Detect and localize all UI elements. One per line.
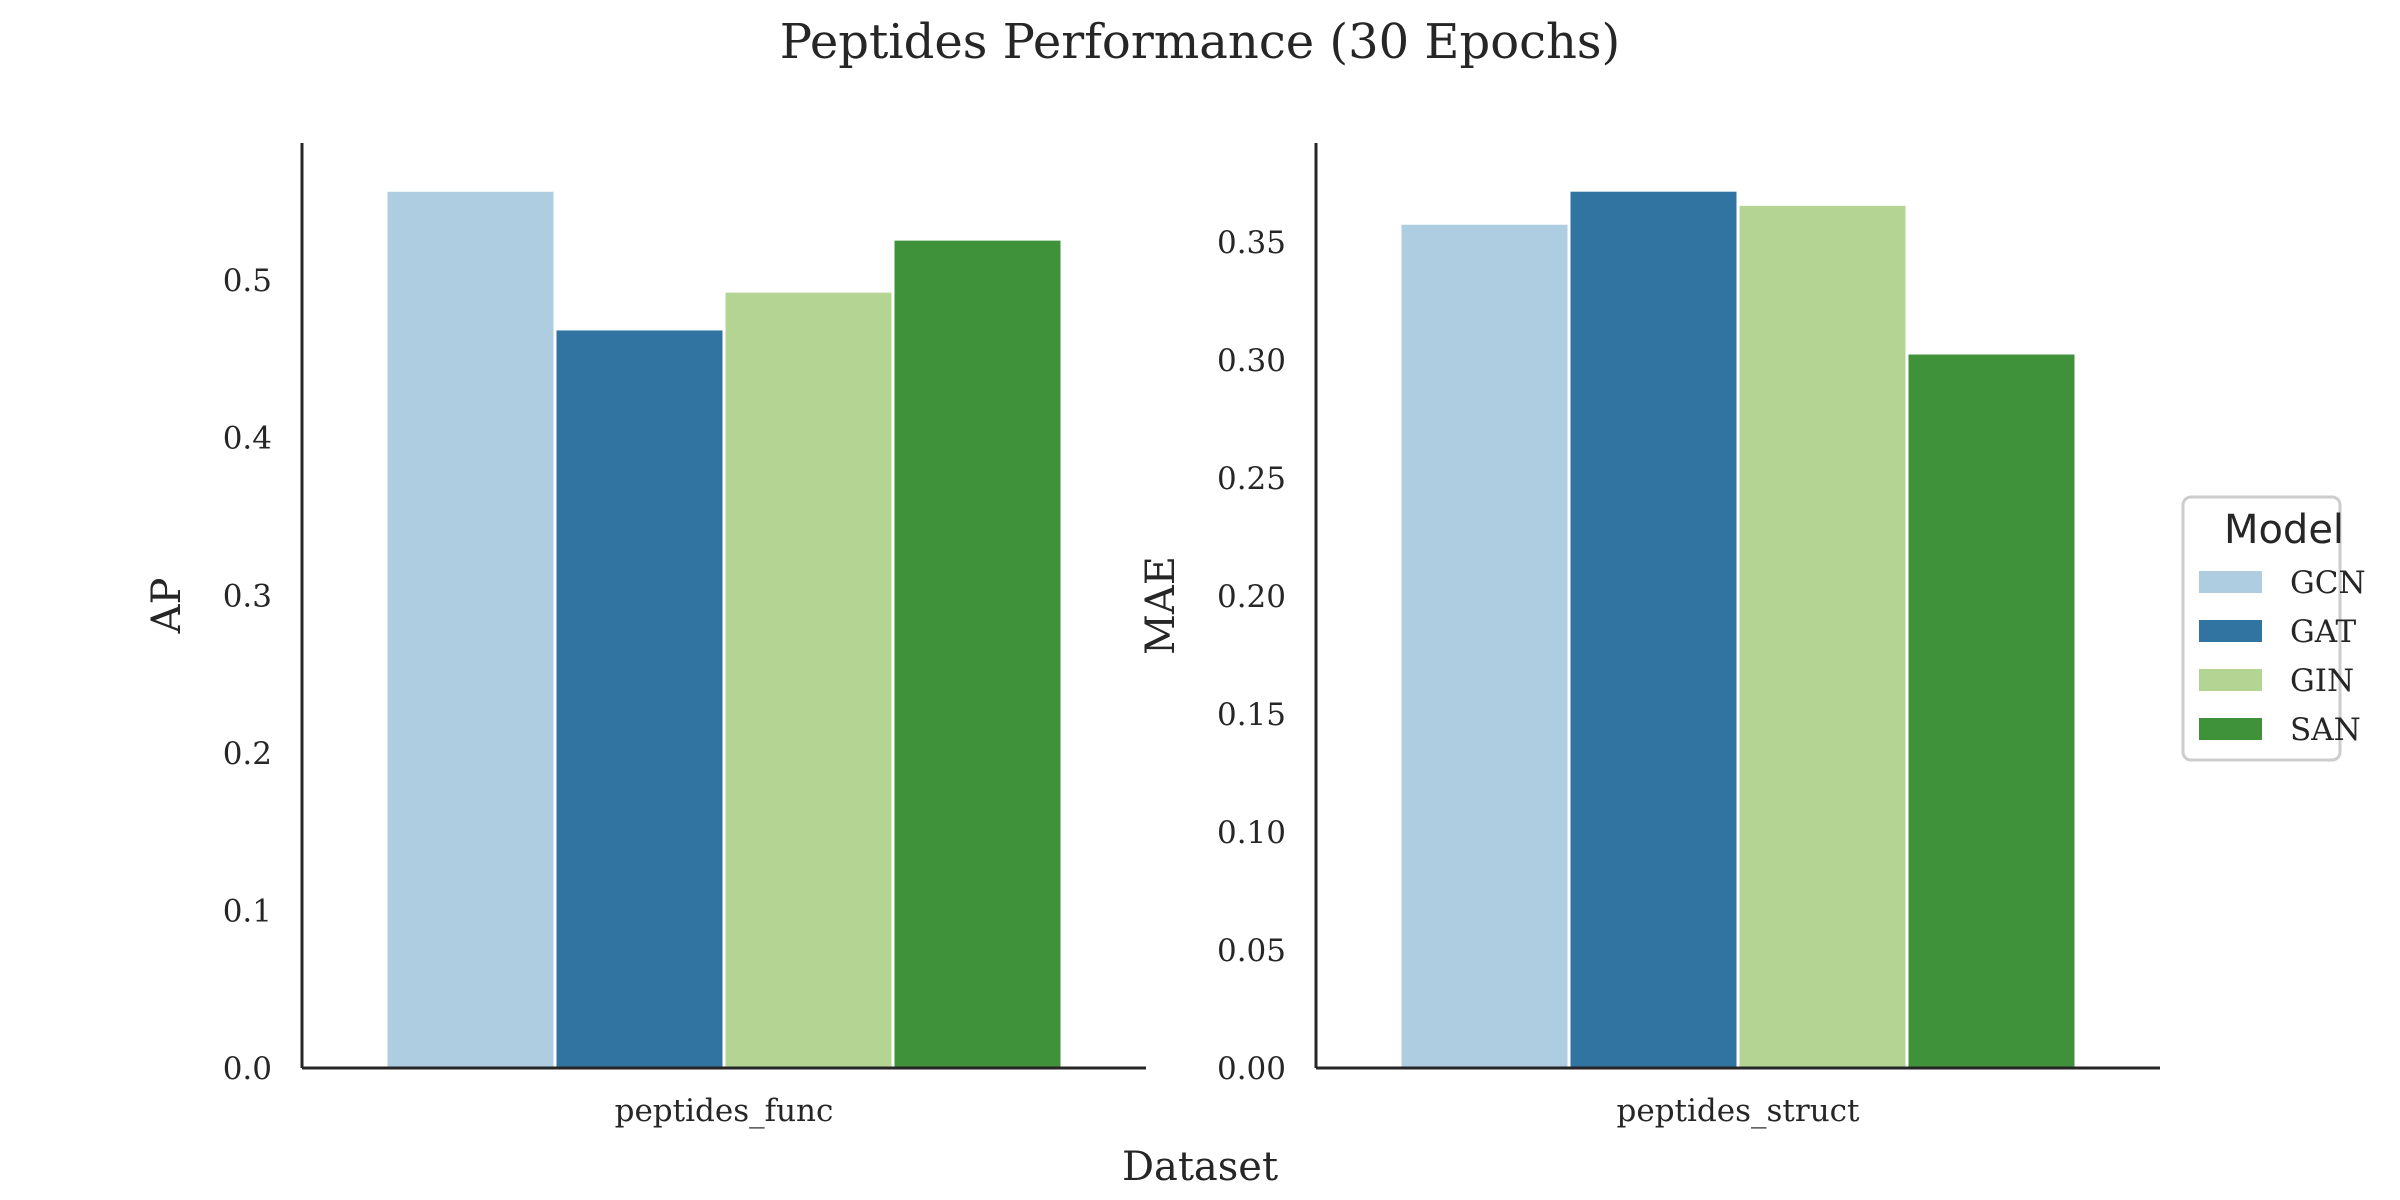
y-tick-label: 0.3 xyxy=(223,578,272,614)
legend-title: Model xyxy=(2224,507,2344,553)
bar-gcn xyxy=(1398,221,1571,1070)
legend-label-gat: GAT xyxy=(2290,614,2356,650)
x-tick-label: peptides_func xyxy=(615,1093,834,1129)
y-tick-label: 0.0 xyxy=(223,1051,272,1087)
panel-ap: AP 0.0 0.1 0.2 0.3 0.4 0.5 peptides_func xyxy=(144,143,1146,1129)
y-tick-label: 0.5 xyxy=(223,263,272,299)
y-tick-label: 0.2 xyxy=(223,736,272,772)
y-tick-label: 0.05 xyxy=(1217,933,1286,969)
legend-swatch-gin xyxy=(2199,669,2262,691)
x-axis-label: Dataset xyxy=(1122,1144,1278,1190)
panel-mae: MAE 0.00 0.05 0.10 0.15 0.20 0.25 0.30 0.35 pepti… xyxy=(1138,143,2160,1129)
y-tick-label: 0.25 xyxy=(1217,461,1286,497)
legend-swatch-gat xyxy=(2199,620,2262,642)
y-axis-label: MAE xyxy=(1138,556,1184,655)
bar-gin xyxy=(1736,202,1909,1070)
legend: Model GCN GAT GIN SAN xyxy=(2181,495,2366,762)
y-tick-label: 0.4 xyxy=(223,421,272,457)
legend-swatch-san xyxy=(2199,718,2262,740)
y-tick-label: 0.10 xyxy=(1217,815,1286,851)
legend-label-gin: GIN xyxy=(2290,663,2354,699)
bar-gin xyxy=(722,289,895,1070)
y-tick-label: 0.15 xyxy=(1217,697,1286,733)
figure-title: Peptides Performance (30 Epochs) xyxy=(780,14,1621,70)
legend-swatch-gcn xyxy=(2199,571,2262,593)
bar-gat xyxy=(553,327,726,1070)
bar-san xyxy=(891,237,1064,1070)
y-tick-label: 0.00 xyxy=(1217,1051,1286,1087)
bar-gat xyxy=(1567,188,1740,1070)
bar-gcn xyxy=(384,188,557,1070)
bar-san xyxy=(1905,351,2078,1070)
legend-label-san: SAN xyxy=(2290,712,2361,748)
y-tick-label: 0.35 xyxy=(1217,225,1286,261)
legend-label-gcn: GCN xyxy=(2290,565,2366,601)
y-tick-label: 0.20 xyxy=(1217,579,1286,615)
x-tick-label: peptides_struct xyxy=(1617,1093,1861,1129)
y-tick-label: 0.1 xyxy=(223,893,272,929)
y-tick-label: 0.30 xyxy=(1217,343,1286,379)
y-axis-label: AP xyxy=(144,578,190,635)
